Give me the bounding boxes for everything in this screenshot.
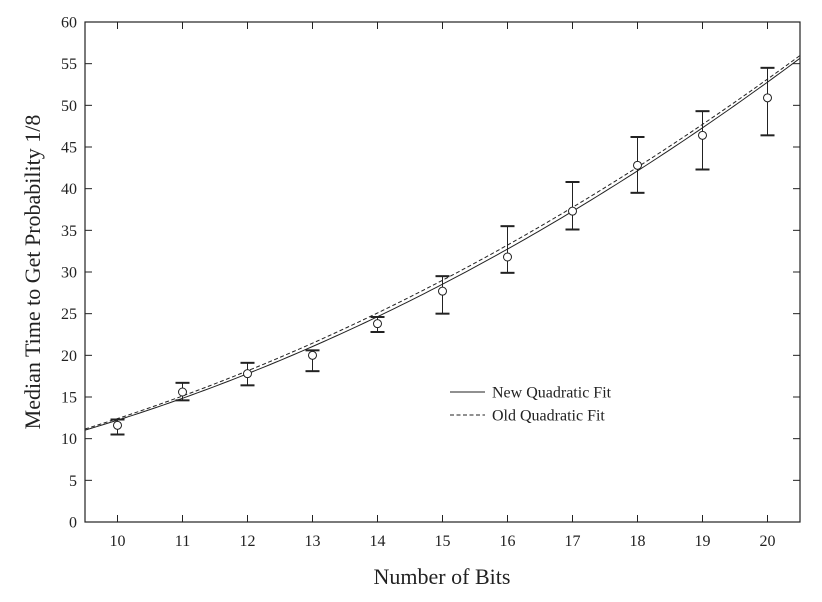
- x-axis-label: Number of Bits: [374, 564, 511, 589]
- point-marker: [308, 350, 317, 360]
- y-tick-label: 60: [61, 15, 77, 32]
- point-marker: [243, 369, 252, 379]
- new-fit-line: [84, 57, 801, 431]
- legend-label: New Quadratic Fit: [492, 385, 612, 402]
- y-tick-label: 10: [61, 431, 77, 448]
- old-fit-line: [84, 55, 801, 430]
- x-tick-label: 14: [370, 533, 386, 550]
- point-marker: [438, 286, 447, 296]
- tick-labels: 10 11 12 13 14 15 16 17 18 19 20 0 5 10 15 20 25 30 35 40 45…: [61, 15, 776, 551]
- x-tick-label: 10: [110, 533, 126, 550]
- y-tick-label: 40: [61, 181, 77, 198]
- y-tick-label: 5: [69, 473, 77, 490]
- legend-label: Old Quadratic Fit: [492, 408, 605, 425]
- legend-item: New Quadratic Fit: [450, 385, 612, 402]
- y-tick-label: 45: [61, 140, 77, 157]
- plot-frame: [84, 21, 801, 523]
- data-point: [565, 181, 580, 231]
- x-tick-label: 11: [175, 533, 190, 550]
- data-point: [370, 316, 385, 333]
- x-tick-label: 18: [630, 533, 646, 550]
- data-point: [760, 66, 775, 137]
- tick-marks: [85, 21, 800, 523]
- data-point: [695, 110, 710, 171]
- point-marker: [178, 387, 187, 397]
- legend-item: Old Quadratic Fit: [450, 408, 605, 425]
- point-marker: [503, 252, 512, 262]
- data-points: [110, 66, 775, 436]
- point-marker: [698, 130, 707, 140]
- x-tick-label: 20: [760, 533, 776, 550]
- y-tick-label: 30: [61, 265, 77, 282]
- y-axis-label: Median Time to Get Probability 1/8: [20, 115, 45, 430]
- point-marker: [763, 93, 772, 103]
- data-point: [240, 361, 255, 387]
- point-marker: [373, 319, 382, 329]
- x-tick-label: 16: [500, 533, 516, 550]
- y-tick-label: 50: [61, 98, 77, 115]
- data-point: [500, 225, 515, 274]
- y-tick-label: 35: [61, 223, 77, 240]
- x-tick-label: 17: [565, 533, 581, 550]
- y-tick-label: 0: [69, 515, 77, 532]
- data-point: [435, 275, 450, 315]
- point-marker: [568, 206, 577, 216]
- point-marker: [633, 160, 642, 170]
- data-point: [175, 381, 190, 402]
- y-tick-label: 25: [61, 306, 77, 323]
- legend: New Quadratic Fit Old Quadratic Fit: [450, 385, 612, 425]
- x-tick-label: 13: [305, 533, 321, 550]
- y-tick-label: 20: [61, 348, 77, 365]
- x-tick-label: 15: [435, 533, 451, 550]
- data-point: [305, 349, 320, 373]
- x-tick-label: 12: [240, 533, 256, 550]
- fit-curves: [84, 55, 801, 431]
- point-marker: [113, 420, 122, 430]
- data-point: [630, 136, 645, 194]
- data-point: [110, 418, 125, 436]
- y-tick-label: 15: [61, 390, 77, 407]
- y-tick-label: 55: [61, 56, 77, 73]
- x-tick-label: 19: [695, 533, 711, 550]
